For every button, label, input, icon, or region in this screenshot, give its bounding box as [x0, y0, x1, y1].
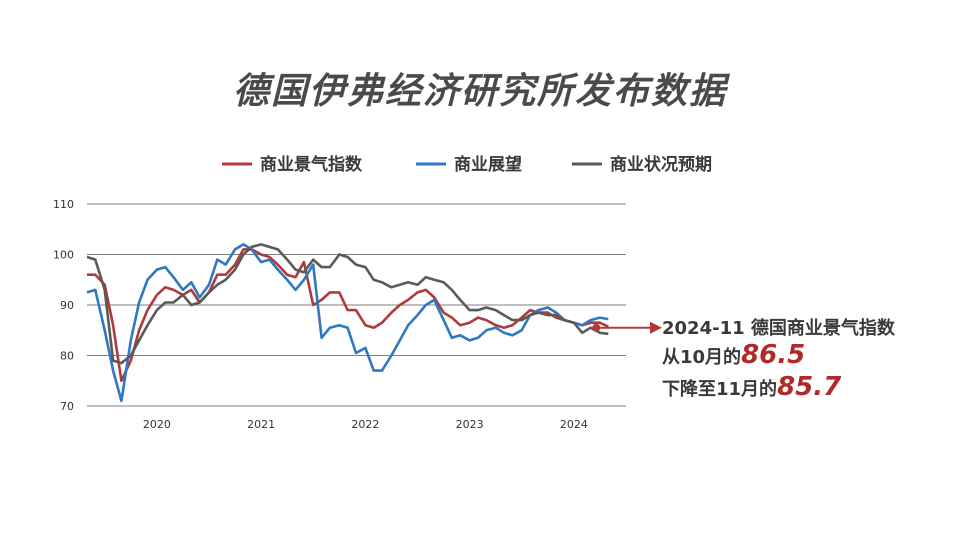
page-title: 德国伊弗经济研究所发布数据 — [232, 71, 727, 112]
chart-legend: 商业景气指数 商业展望 商业状况预期 — [222, 154, 712, 175]
legend-label-1: 商业展望 — [454, 154, 522, 175]
x-tick-2024: 2024 — [560, 418, 588, 431]
series-line-1 — [86, 243, 609, 403]
chart-series — [86, 243, 609, 403]
annotation-value-oct: 86.5 — [741, 340, 806, 370]
x-tick-2022: 2022 — [351, 418, 379, 431]
annotation-arrow-head — [650, 321, 662, 334]
legend-label-2: 商业状况预期 — [610, 154, 712, 175]
series-line-2 — [86, 243, 609, 365]
series-line-0 — [87, 248, 609, 383]
x-tick-2021: 2021 — [247, 418, 275, 431]
y-tick-110: 110 — [53, 198, 74, 211]
annotation-line-1: 2024-11 德国商业景气指数 — [662, 318, 895, 339]
annotation-prefix-nov: 下降至11月的 — [662, 379, 778, 400]
y-tick-100: 100 — [53, 249, 74, 262]
y-tick-70: 70 — [60, 400, 74, 413]
annotation-marker — [592, 321, 662, 334]
legend-label-0: 商业景气指数 — [260, 154, 363, 175]
annotation-value-nov: 85.7 — [777, 372, 842, 402]
x-tick-2020: 2020 — [143, 418, 171, 431]
y-tick-90: 90 — [60, 299, 74, 312]
annotation-line-3: 下降至11月的85.7 — [662, 372, 841, 402]
y-axis-ticks: 70 80 90 100 110 — [53, 198, 74, 413]
annotation-prefix-oct: 从10月的 — [662, 347, 742, 368]
y-tick-80: 80 — [60, 350, 74, 363]
x-tick-2023: 2023 — [456, 418, 484, 431]
x-axis-ticks: 2020 2021 2022 2023 2024 — [143, 418, 588, 431]
chart-gridlines — [87, 203, 626, 407]
annotation-line-2: 从10月的86.5 — [662, 340, 805, 370]
